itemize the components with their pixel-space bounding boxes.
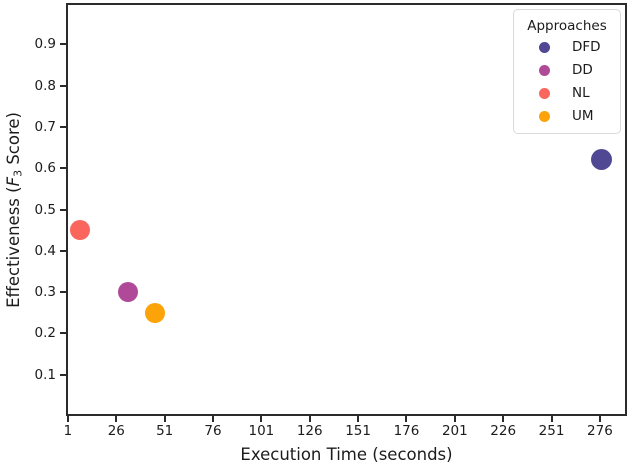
y-tick-mark	[60, 43, 66, 46]
x-tick-label: 251	[538, 423, 565, 439]
legend-items: DFD DD NL UM	[514, 36, 620, 128]
x-tick-mark	[115, 416, 118, 422]
legend-title: Approaches	[527, 18, 607, 34]
y-tick-label: 0.5	[34, 201, 56, 218]
y-tick-label: 0.2	[34, 325, 56, 342]
x-tick-mark	[66, 416, 69, 422]
x-tick-label: 276	[587, 423, 613, 439]
x-tick-label: 76	[204, 423, 222, 439]
y-tick-label: 0.6	[34, 160, 56, 177]
y-tick-mark	[60, 84, 66, 87]
x-tick-label: 26	[107, 423, 125, 439]
x-tick-label: 201	[441, 423, 468, 439]
x-tick-label: 126	[296, 423, 323, 439]
scatter-point-dfd	[591, 149, 613, 171]
x-tick-mark	[163, 416, 166, 422]
legend-marker-icon	[538, 111, 550, 122]
legend-marker-icon	[538, 42, 550, 53]
legend-item-nl: NL	[514, 82, 620, 105]
x-tick-mark	[598, 416, 601, 422]
y-tick-label: 0.7	[34, 118, 56, 135]
y-tick-label: 0.8	[34, 77, 56, 94]
x-tick-label: 151	[345, 423, 371, 439]
y-tick-mark	[60, 373, 66, 376]
y-tick-mark	[60, 291, 66, 294]
y-tick-label: 0.9	[34, 36, 56, 53]
y-tick-label: 0.1	[34, 366, 56, 383]
legend-item-um: UM	[514, 105, 620, 128]
y-tick-mark	[60, 208, 66, 211]
x-tick-mark	[502, 416, 505, 422]
legend-marker-icon	[538, 88, 550, 99]
x-tick-mark	[212, 416, 215, 422]
legend-item-dfd: DFD	[514, 36, 620, 59]
legend-item-label: DFD	[572, 38, 601, 55]
legend-item-label: UM	[572, 107, 594, 124]
y-tick-label: 0.4	[34, 242, 56, 259]
scatter-point-um	[144, 302, 165, 323]
y-axis-label-variable: F	[3, 176, 23, 186]
legend-item-label: NL	[572, 84, 590, 101]
y-tick-mark	[60, 167, 66, 170]
x-tick-label: 176	[393, 423, 420, 439]
x-axis-label: Execution Time (seconds)	[240, 445, 453, 464]
y-tick-mark	[60, 249, 66, 252]
x-tick-label: 51	[156, 423, 174, 439]
y-tick-label: 0.3	[34, 284, 56, 301]
x-tick-mark	[405, 416, 408, 422]
x-tick-label: 226	[490, 423, 517, 439]
x-tick-label: 1	[63, 423, 73, 439]
x-tick-mark	[453, 416, 456, 422]
legend-item-dd: DD	[514, 59, 620, 82]
x-tick-label: 101	[248, 423, 275, 439]
legend-item-label: DD	[572, 61, 593, 78]
scatter-point-nl	[69, 220, 90, 241]
x-tick-mark	[550, 416, 553, 422]
legend-marker-icon	[538, 65, 550, 76]
scatter-point-dd	[117, 282, 138, 303]
x-tick-mark	[357, 416, 360, 422]
x-tick-mark	[308, 416, 311, 422]
legend: Approaches DFD DD NL UM	[513, 9, 621, 134]
y-tick-mark	[60, 332, 66, 335]
x-tick-mark	[260, 416, 263, 422]
y-tick-mark	[60, 125, 66, 128]
